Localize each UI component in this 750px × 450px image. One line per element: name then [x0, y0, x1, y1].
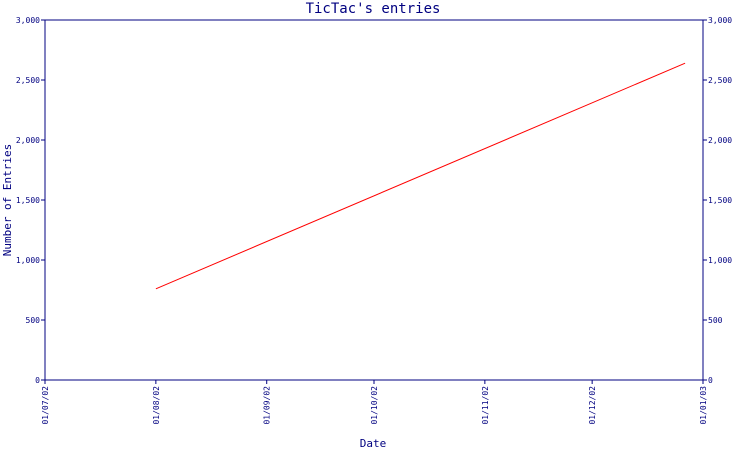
x-axis: 01/07/02 01/08/02 01/09/02 01/10/02 01/11/02… — [41, 380, 708, 425]
x-axis-label: Date — [360, 437, 387, 450]
series-line — [155, 62, 686, 290]
y-tick-label-right: 0 — [708, 376, 713, 385]
y-tick-label-left: 3,000 — [16, 16, 40, 25]
y-tick-label-left: 1,000 — [16, 256, 40, 265]
y-tick-label-left: 2,000 — [16, 136, 40, 145]
y-tick-label-right: 3,000 — [708, 16, 732, 25]
x-tick-label: 01/09/02 — [263, 386, 272, 425]
y-axis-label: Number of Entries — [1, 144, 14, 257]
y-tick-label-right: 1,500 — [708, 196, 732, 205]
x-tick-label: 01/12/02 — [588, 386, 597, 425]
y-tick-label-right: 2,000 — [708, 136, 732, 145]
y-tick-label-right: 2,500 — [708, 76, 732, 85]
x-tick-label: 01/11/02 — [481, 386, 490, 425]
x-tick-label: 01/10/02 — [370, 386, 379, 425]
plot-frame — [44, 19, 704, 381]
y-axis-right: 0 500 1,000 1,500 2,000 2,500 3,000 — [703, 16, 732, 385]
y-axis-left: 0 500 1,000 1,500 2,000 2,500 3,000 — [16, 16, 45, 385]
x-tick-label: 01/01/03 — [699, 386, 708, 425]
x-tick-label: 01/07/02 — [41, 386, 50, 425]
series-group — [155, 62, 686, 290]
y-tick-label-right: 1,000 — [708, 256, 732, 265]
y-tick-label-right: 500 — [708, 316, 723, 325]
y-tick-label-left: 500 — [26, 316, 41, 325]
y-tick-label-left: 0 — [35, 376, 40, 385]
y-tick-label-left: 1,500 — [16, 196, 40, 205]
chart-title: TicTac's entries — [306, 1, 441, 17]
y-tick-label-left: 2,500 — [16, 76, 40, 85]
x-tick-label: 01/08/02 — [152, 386, 161, 425]
